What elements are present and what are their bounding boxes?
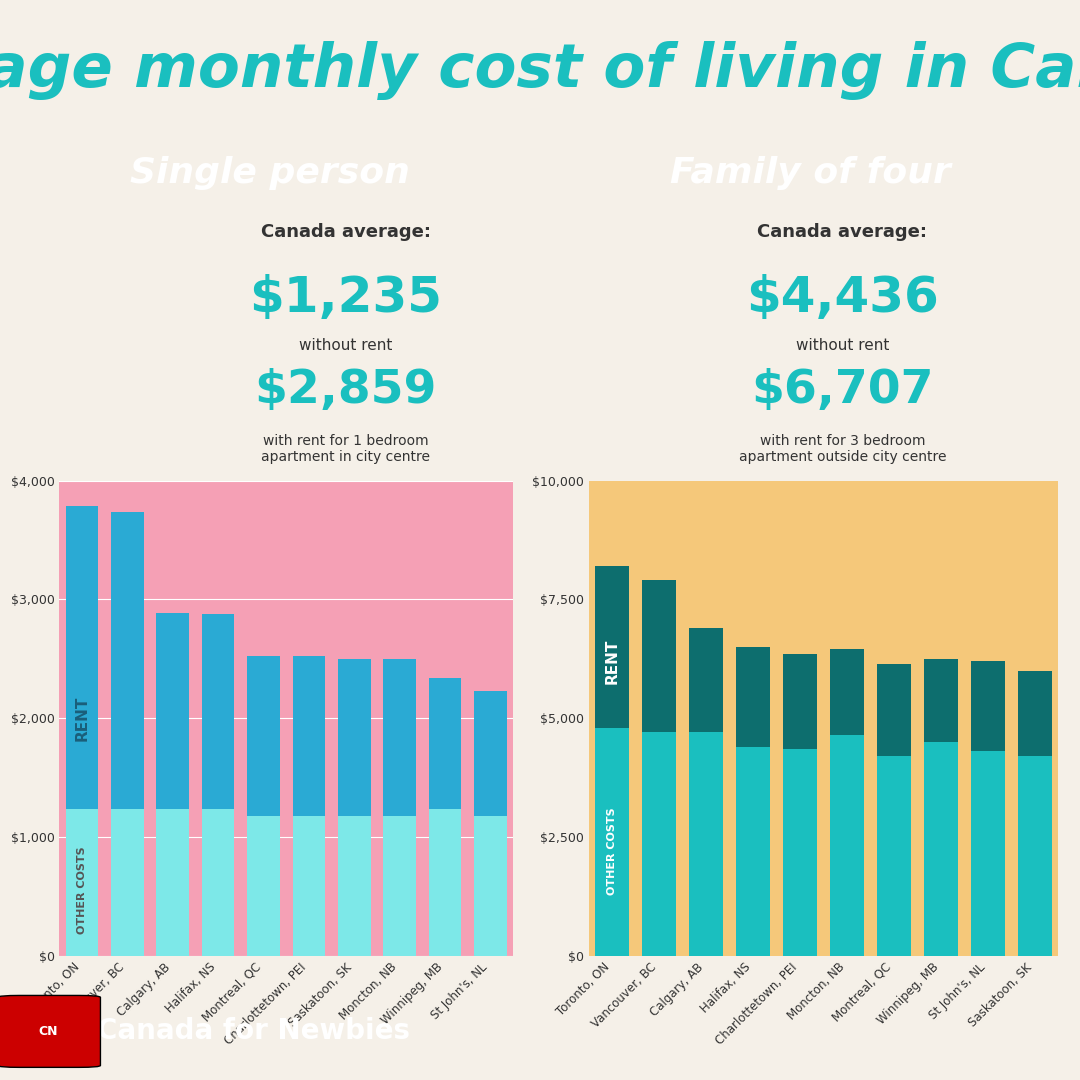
Bar (111, 512, 144, 809)
Bar (1018, 671, 1052, 756)
Text: Single person: Single person (130, 156, 410, 190)
Bar (474, 816, 507, 956)
Text: RENT: RENT (605, 638, 620, 684)
Bar (924, 659, 958, 742)
Bar (831, 649, 864, 734)
Bar (831, 734, 864, 956)
Bar (383, 816, 416, 956)
Bar (111, 809, 144, 956)
Text: Canada average:: Canada average: (757, 224, 928, 241)
Bar (783, 654, 816, 750)
Bar (877, 756, 910, 956)
Bar (338, 816, 370, 956)
Bar (783, 750, 816, 956)
Bar (66, 507, 98, 809)
Text: without rent: without rent (299, 337, 392, 352)
Bar (429, 678, 461, 809)
Bar (737, 746, 770, 956)
Bar (474, 691, 507, 816)
Bar (643, 580, 676, 732)
Bar (383, 659, 416, 816)
Bar (595, 566, 629, 728)
Text: OTHER COSTS: OTHER COSTS (77, 847, 87, 934)
Bar (293, 656, 325, 816)
Text: with rent for 3 bedroom
apartment outside city centre: with rent for 3 bedroom apartment outsid… (739, 434, 946, 464)
Bar (66, 809, 98, 956)
Text: CN: CN (39, 1025, 58, 1038)
Text: $4,436: $4,436 (746, 274, 939, 322)
Text: Family of four: Family of four (670, 156, 950, 190)
Bar (689, 732, 723, 956)
Text: Canada for Newbies: Canada for Newbies (97, 1017, 410, 1045)
Text: Average monthly cost of living in Canada: Average monthly cost of living in Canada (0, 41, 1080, 99)
Bar (1018, 756, 1052, 956)
Bar (429, 809, 461, 956)
Bar (202, 809, 234, 956)
Bar (595, 728, 629, 956)
Bar (924, 742, 958, 956)
Bar (971, 661, 1004, 752)
Text: OTHER COSTS: OTHER COSTS (607, 808, 617, 895)
Bar (737, 647, 770, 746)
Text: with rent for 1 bedroom
apartment in city centre: with rent for 1 bedroom apartment in cit… (261, 434, 430, 464)
Bar (643, 732, 676, 956)
Text: RENT: RENT (75, 696, 90, 741)
Bar (202, 615, 234, 809)
Bar (293, 816, 325, 956)
Bar (338, 659, 370, 816)
Bar (157, 613, 189, 809)
Bar (247, 816, 280, 956)
Bar (247, 656, 280, 816)
Text: $6,707: $6,707 (752, 368, 933, 413)
Bar (877, 663, 910, 756)
Text: Canada average:: Canada average: (260, 224, 431, 241)
Text: $2,859: $2,859 (255, 368, 436, 413)
Bar (157, 809, 189, 956)
FancyBboxPatch shape (0, 996, 100, 1067)
Text: $1,235: $1,235 (249, 274, 442, 322)
Text: without rent: without rent (796, 337, 889, 352)
Bar (689, 627, 723, 732)
Bar (971, 752, 1004, 956)
